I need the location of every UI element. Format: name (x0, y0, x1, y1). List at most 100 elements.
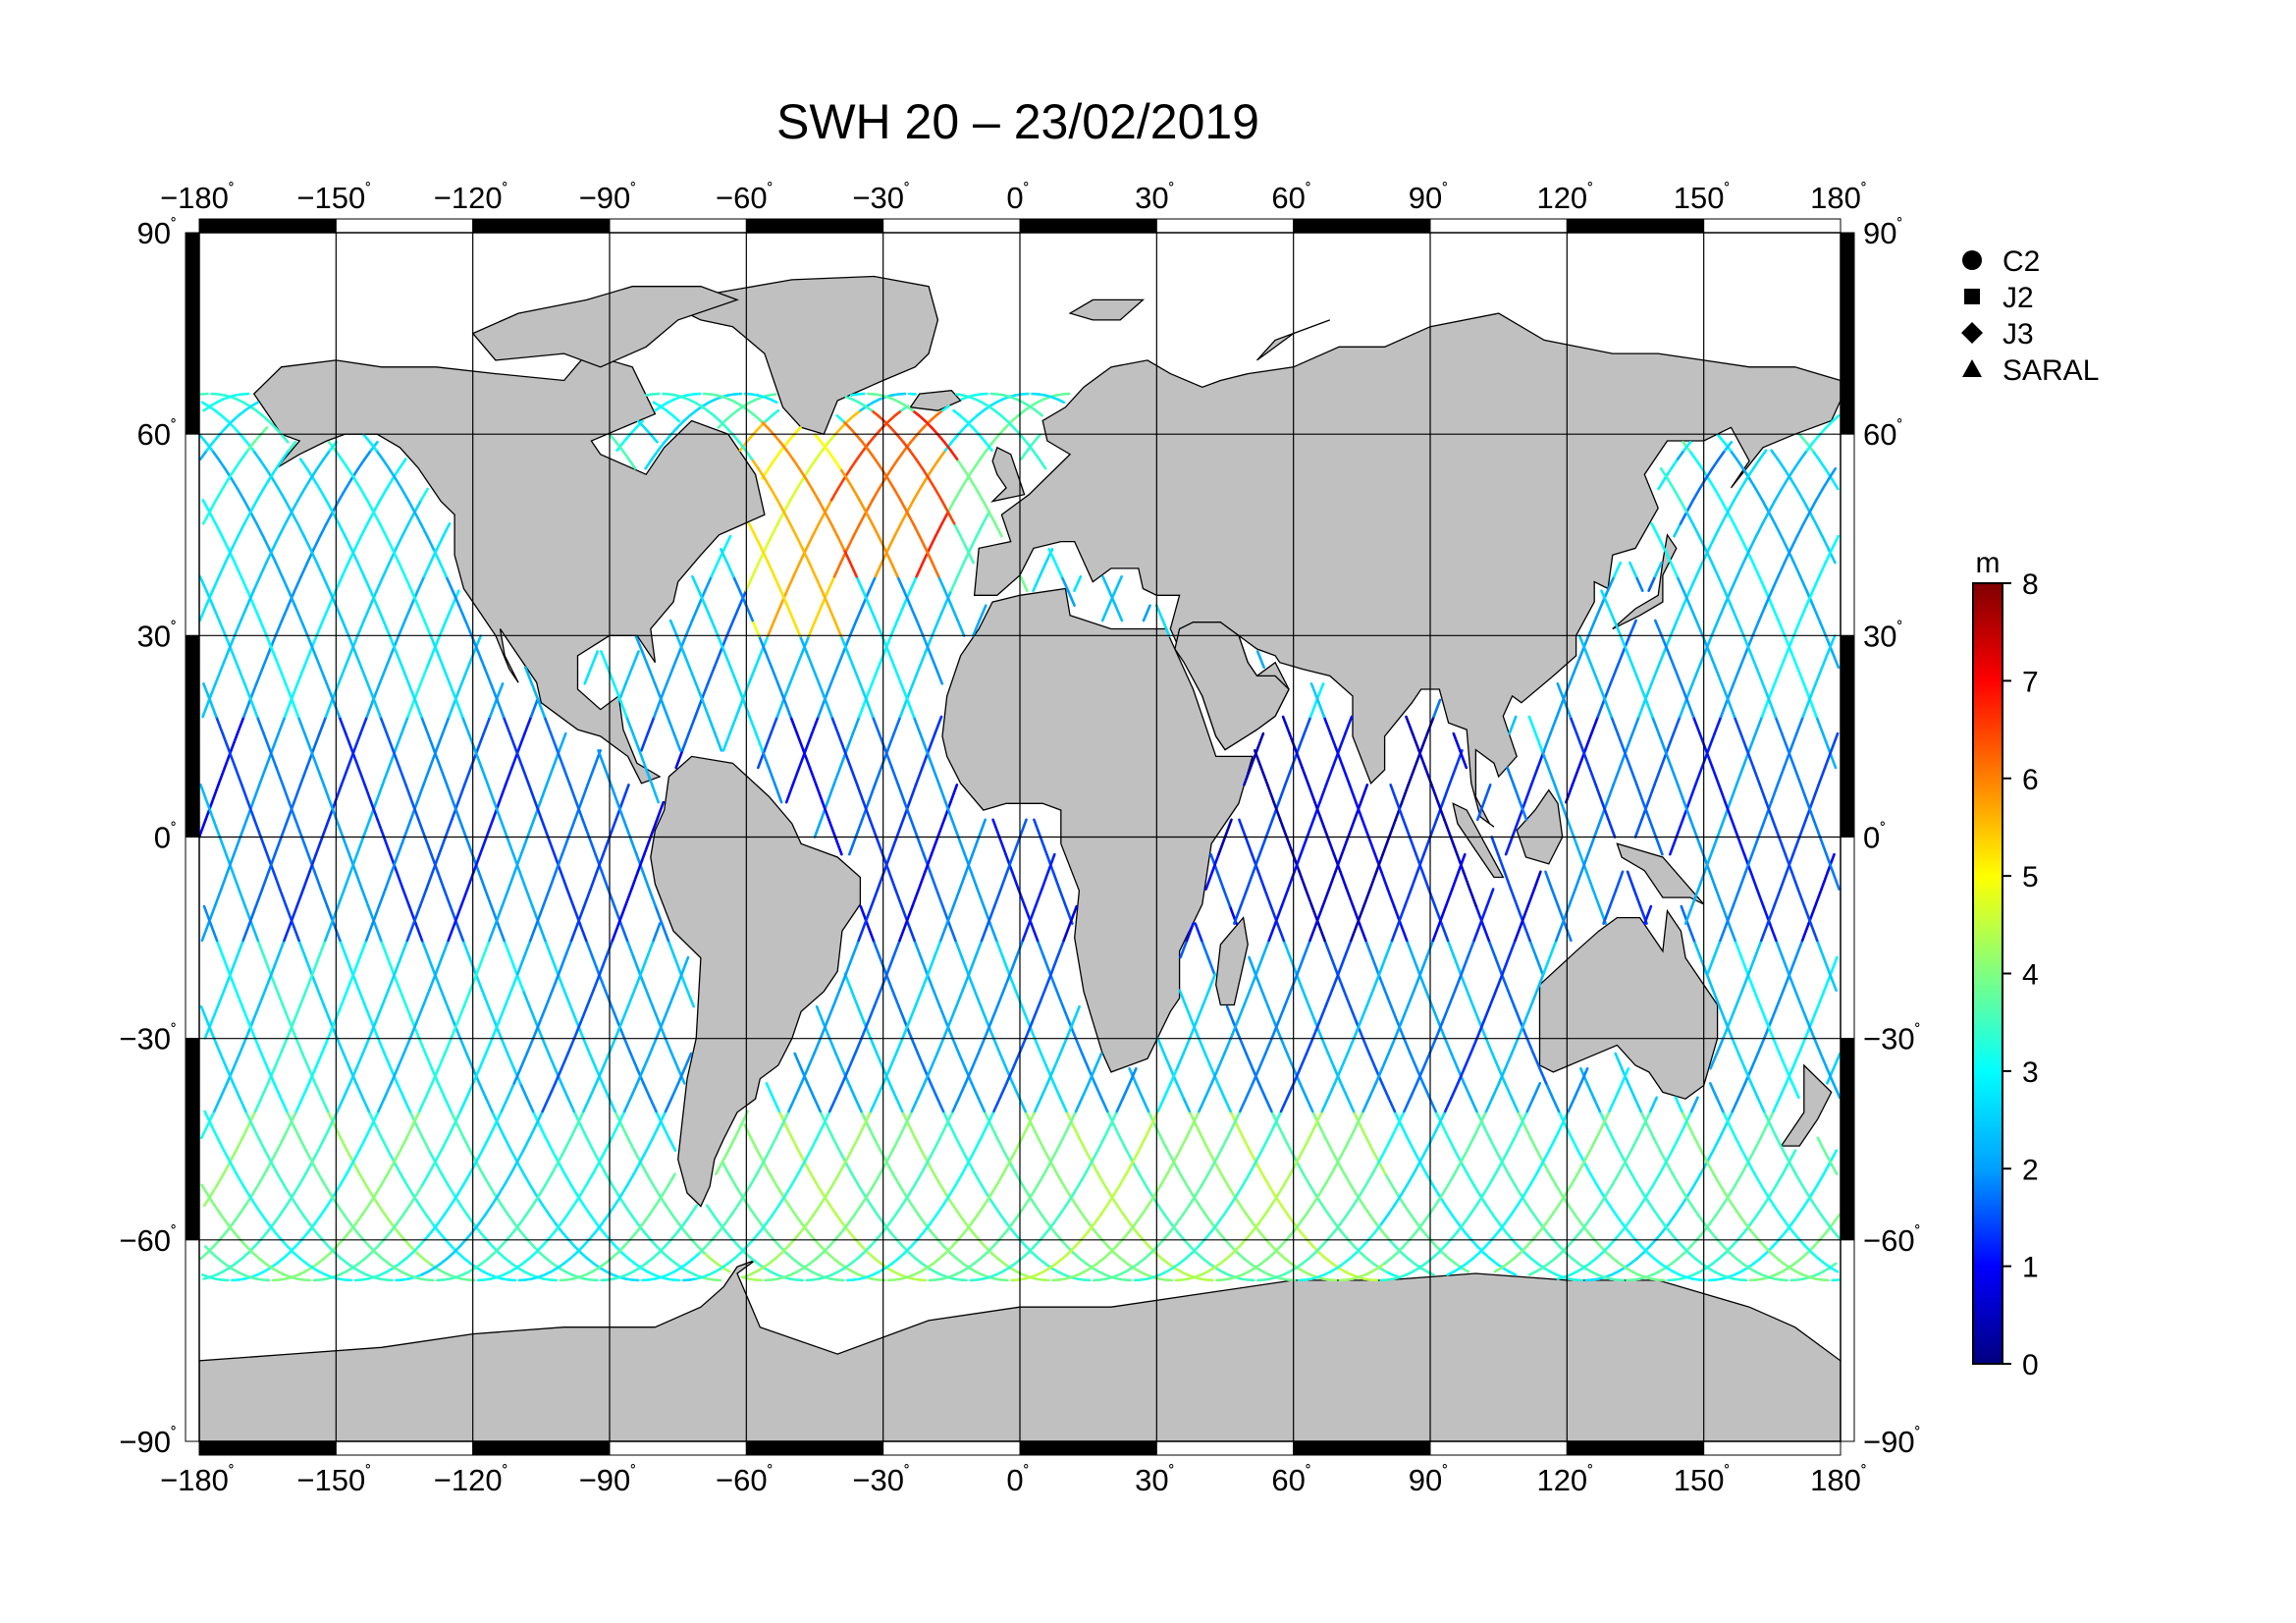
track-segment (825, 1183, 834, 1197)
track-segment (273, 836, 283, 856)
track-segment (1726, 510, 1735, 525)
track-segment (665, 1204, 674, 1217)
track-segment (341, 619, 350, 637)
frame-segment-bottom (1155, 1440, 1295, 1456)
track-segment (543, 715, 553, 735)
track-segment (335, 818, 345, 839)
track-segment (980, 1183, 989, 1197)
track-segment (443, 1204, 453, 1217)
track-segment (822, 1109, 831, 1126)
track-segment (398, 766, 407, 786)
track-segment (504, 1257, 513, 1266)
track-segment (217, 458, 227, 470)
track-segment (1769, 1004, 1779, 1024)
track-segment (554, 1067, 563, 1085)
track-16 (271, 393, 777, 1282)
track-segment (963, 419, 973, 429)
track-segment (960, 955, 970, 976)
track-segment (1018, 1238, 1028, 1248)
track-14 (231, 392, 743, 1282)
track-segment (866, 1004, 876, 1024)
track-segment (437, 1082, 447, 1100)
track-segment (417, 1037, 427, 1055)
track-segment (354, 1052, 364, 1070)
track-segment (740, 405, 750, 412)
track-segment (658, 1021, 667, 1040)
track-segment (836, 476, 846, 491)
track-segment (375, 574, 385, 593)
track-segment (1020, 1004, 1030, 1024)
track-segment (386, 1161, 396, 1175)
track-segment (528, 1004, 538, 1024)
track-segment (1796, 1204, 1806, 1217)
track-segment (1789, 476, 1798, 491)
track-segment (971, 1230, 981, 1241)
track-segment (267, 634, 278, 653)
track-segment (809, 1136, 819, 1152)
track-segment (846, 413, 856, 423)
legend-label: C2 (2002, 245, 2040, 278)
track-segment (511, 1222, 522, 1233)
track-segment (483, 1204, 494, 1217)
track-segment (622, 1238, 632, 1248)
track-segment (855, 604, 865, 622)
track-segment (1734, 1172, 1743, 1187)
track-segment (795, 731, 805, 752)
track-segment (681, 650, 691, 670)
track-segment (217, 766, 227, 786)
track-segment (548, 1214, 558, 1225)
degree-mark: ˚ (904, 1463, 910, 1483)
track-segment (366, 681, 376, 702)
track-segment (639, 1161, 649, 1175)
track-segment (301, 870, 311, 891)
track-segment (486, 784, 496, 804)
track-segment (496, 922, 506, 943)
track-segment (610, 1004, 619, 1024)
track-segment (503, 1172, 512, 1187)
track-segment (898, 922, 908, 943)
track-segment (368, 440, 378, 453)
track-segment (932, 989, 941, 1008)
track-segment (286, 800, 295, 822)
track-segment (796, 1161, 806, 1175)
track-segment (406, 498, 416, 514)
track-segment (541, 1204, 551, 1217)
track-segment (559, 870, 569, 891)
track-segment (710, 561, 720, 578)
track-segment (910, 1037, 920, 1055)
track-segment (865, 698, 875, 719)
track-segment (421, 1136, 431, 1152)
track-segment (450, 800, 460, 822)
track-segment (890, 458, 900, 470)
track-segment (760, 634, 770, 653)
track-segment (598, 955, 608, 976)
track-segment (419, 487, 429, 502)
frame-segment-top (1019, 218, 1157, 234)
track-segment (691, 574, 701, 593)
track-segment (351, 1161, 361, 1175)
track-segment (253, 1096, 263, 1113)
track-segment (448, 681, 458, 702)
track-segment (696, 1245, 706, 1255)
track-segment (1091, 1161, 1100, 1175)
track-segment (867, 1251, 877, 1261)
track-segment (837, 972, 848, 993)
track-segment (459, 888, 469, 908)
track-segment (418, 1204, 428, 1217)
track-segment (910, 1204, 921, 1217)
lat-tick-label-left: −90˚ (119, 1425, 177, 1459)
track-segment (235, 939, 244, 959)
track-segment (500, 1204, 510, 1217)
track-segment (829, 715, 840, 735)
track-segment (325, 681, 335, 702)
track-segment (915, 561, 925, 578)
track-segment (370, 1245, 380, 1255)
track-segment (635, 1222, 645, 1233)
track-segment (774, 784, 783, 804)
frame-segment-top (1155, 218, 1295, 234)
track-28 (517, 392, 1030, 1282)
track-segment (1106, 1245, 1116, 1255)
track-segment (758, 1222, 768, 1233)
track-segment (1119, 1257, 1129, 1266)
track-segment (199, 784, 209, 804)
